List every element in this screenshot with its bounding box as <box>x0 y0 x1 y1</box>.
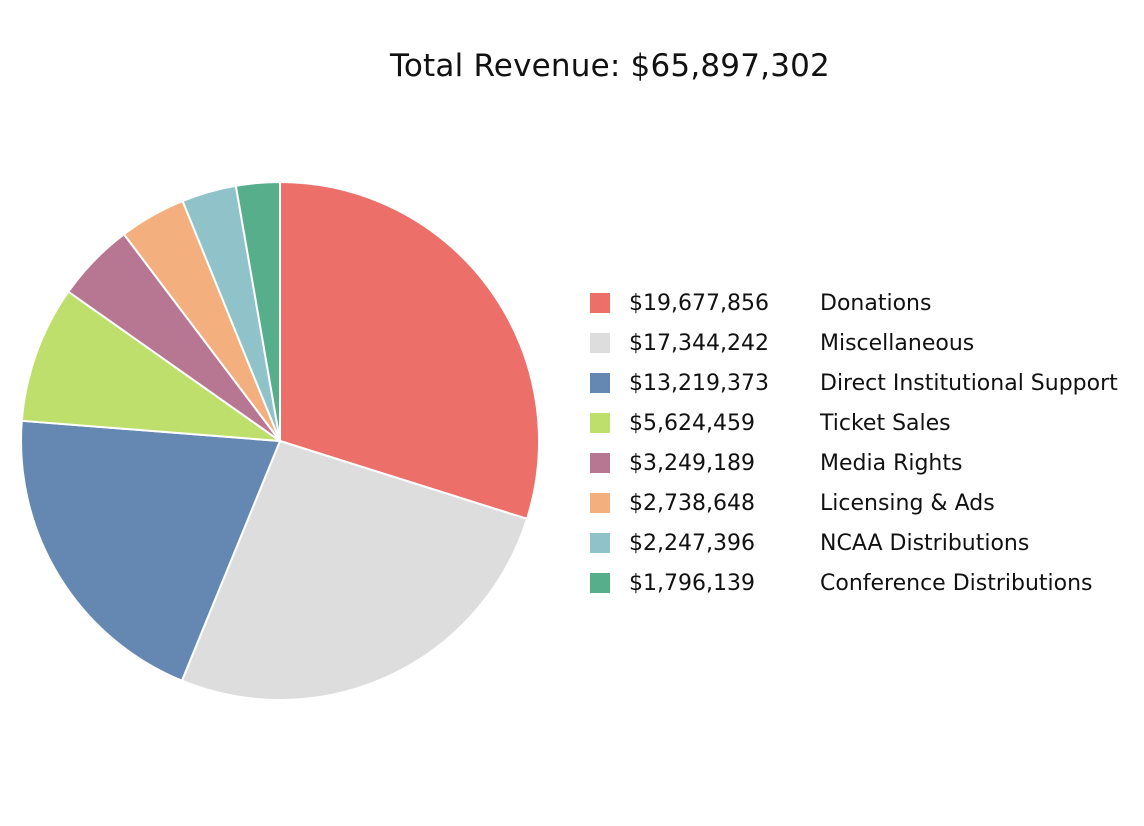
legend-value: $5,624,459 <box>629 410 755 436</box>
legend-swatch <box>590 293 610 313</box>
legend-item: $2,247,396 NCAA Distributions <box>590 523 1140 563</box>
legend-swatch <box>590 413 610 433</box>
legend-item: $5,624,459 Ticket Sales <box>590 403 1140 443</box>
pie-slice-direct-institutional-support <box>20 419 281 682</box>
chart-title: Total Revenue: $65,897,302 <box>390 48 830 84</box>
legend-swatch <box>590 533 610 553</box>
legend-label: Miscellaneous <box>820 330 975 356</box>
legend-label: Donations <box>820 290 932 316</box>
legend-label: Ticket Sales <box>820 410 951 436</box>
legend-value: $19,677,856 <box>629 290 769 316</box>
legend-label: Conference Distributions <box>820 570 1093 596</box>
pie-slice-donations <box>279 181 540 520</box>
legend: $19,677,856 Donations $17,344,242 Miscel… <box>590 283 1140 603</box>
legend-label: Direct Institutional Support <box>820 370 1118 396</box>
legend-item: $3,249,189 Media Rights <box>590 443 1140 483</box>
pie-slice-miscellaneous <box>180 440 529 701</box>
legend-value: $2,247,396 <box>629 530 755 556</box>
legend-item: $13,219,373 Direct Institutional Support <box>590 363 1140 403</box>
legend-item: $19,677,856 Donations <box>590 283 1140 323</box>
legend-label: Media Rights <box>820 450 963 476</box>
legend-item: $2,738,648 Licensing & Ads <box>590 483 1140 523</box>
legend-label: Licensing & Ads <box>820 490 995 516</box>
legend-swatch <box>590 333 610 353</box>
legend-swatch <box>590 573 610 593</box>
pie-slice-conference-distributions <box>234 181 281 442</box>
legend-item: $1,796,139 Conference Distributions <box>590 563 1140 603</box>
legend-value: $3,249,189 <box>629 450 755 476</box>
legend-swatch <box>590 373 610 393</box>
legend-value: $17,344,242 <box>629 330 769 356</box>
legend-item: $17,344,242 Miscellaneous <box>590 323 1140 363</box>
legend-swatch <box>590 493 610 513</box>
pie-slice-ticket-sales <box>20 290 281 442</box>
legend-value: $2,738,648 <box>629 490 755 516</box>
legend-label: NCAA Distributions <box>820 530 1030 556</box>
legend-swatch <box>590 453 610 473</box>
legend-value: $1,796,139 <box>629 570 755 596</box>
legend-value: $13,219,373 <box>629 370 769 396</box>
